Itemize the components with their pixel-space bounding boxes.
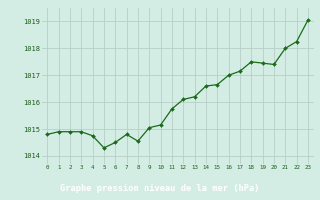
Text: Graphe pression niveau de la mer (hPa): Graphe pression niveau de la mer (hPa) [60,184,260,193]
